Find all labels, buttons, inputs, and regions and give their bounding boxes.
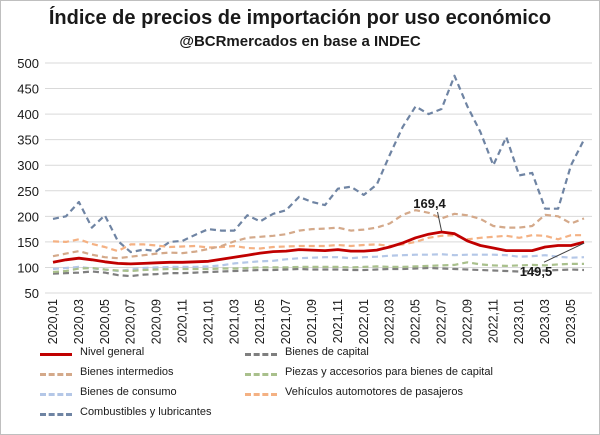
x-tick-label: 2020,11 — [176, 299, 190, 343]
x-tick-label: 2022,05 — [409, 299, 423, 344]
legend-label: Piezas y accesorios para bienes de capit… — [285, 366, 493, 378]
series-lines — [52, 74, 585, 278]
legend-label: Nivel general — [80, 346, 145, 358]
series-line-6 — [52, 261, 584, 274]
x-tick-label: 2022,11 — [486, 299, 500, 343]
y-tick-label: 400 — [17, 107, 39, 122]
y-tick-label: 250 — [17, 184, 39, 199]
annotations: 169,4 149,5 — [413, 196, 585, 279]
annotation-leader — [437, 211, 443, 232]
x-tick-label: 2021,05 — [253, 299, 267, 344]
annotation-leader — [543, 242, 585, 263]
series-line-5 — [52, 266, 585, 278]
legend-label: Bienes de capital — [285, 346, 369, 358]
legend-swatch — [40, 393, 72, 396]
x-tick-label: 2021,07 — [279, 299, 293, 344]
x-tick-label: 2023,05 — [564, 299, 578, 344]
x-tick-label: 2022,07 — [435, 299, 449, 344]
x-tick-label: 2021,01 — [201, 299, 215, 344]
y-tick-label: 300 — [17, 158, 39, 173]
legend-swatch — [40, 413, 72, 416]
x-tick-label: 2021,09 — [305, 299, 319, 344]
x-axis: 2020,01 2020,03 2020,05 2020,07 2020,09 2020,… — [46, 299, 578, 344]
x-tick-label: 2020,09 — [150, 299, 164, 344]
legend-swatch — [40, 353, 72, 356]
legend-label: Bienes intermedios — [80, 366, 174, 378]
y-tick-label: 150 — [17, 235, 39, 250]
y-tick-label: 50 — [25, 286, 39, 301]
x-tick-label: 2020,01 — [46, 299, 60, 344]
series-line-0 — [52, 74, 585, 254]
series-line-3 — [52, 230, 585, 266]
x-tick-label: 2020,07 — [124, 299, 138, 344]
x-tick-label: 2021,11 — [331, 299, 345, 343]
grid-lines — [45, 62, 592, 294]
y-axis: 50 100 150 200 250 300 350 400 450 500 — [17, 56, 39, 301]
legend-swatch — [40, 373, 72, 376]
x-tick-label: 2023,01 — [512, 299, 526, 344]
y-tick-label: 200 — [17, 209, 39, 224]
y-tick-label: 450 — [17, 82, 39, 97]
series-line-4 — [52, 253, 585, 273]
chart-title: Índice de precios de importación por uso… — [48, 7, 552, 29]
legend-swatch — [245, 393, 277, 396]
y-tick-label: 350 — [17, 133, 39, 148]
x-tick-label: 2020,03 — [72, 299, 86, 344]
y-tick-label: 500 — [17, 56, 39, 71]
annotation-peak: 169,4 — [413, 196, 446, 211]
legend-label: Combustibles y lubricantes — [80, 406, 212, 418]
legend-label: Bienes de consumo — [80, 386, 177, 398]
x-tick-label: 2022,03 — [383, 299, 397, 344]
x-tick-label: 2023,03 — [538, 299, 552, 344]
chart-subtitle: @BCRmercados en base a INDEC — [179, 33, 421, 50]
x-tick-label: 2022,01 — [357, 299, 371, 344]
x-tick-label: 2021,03 — [227, 299, 241, 344]
annotation-last: 149,5 — [520, 264, 553, 279]
series-line-1 — [52, 234, 584, 253]
x-tick-label: 2022,09 — [460, 299, 474, 344]
legend-swatch — [245, 373, 277, 376]
x-tick-label: 2020,05 — [98, 299, 112, 344]
legend-label: Vehículos automotores de pasajeros — [285, 386, 463, 398]
legend-swatch — [245, 353, 277, 356]
y-tick-label: 100 — [17, 260, 39, 275]
